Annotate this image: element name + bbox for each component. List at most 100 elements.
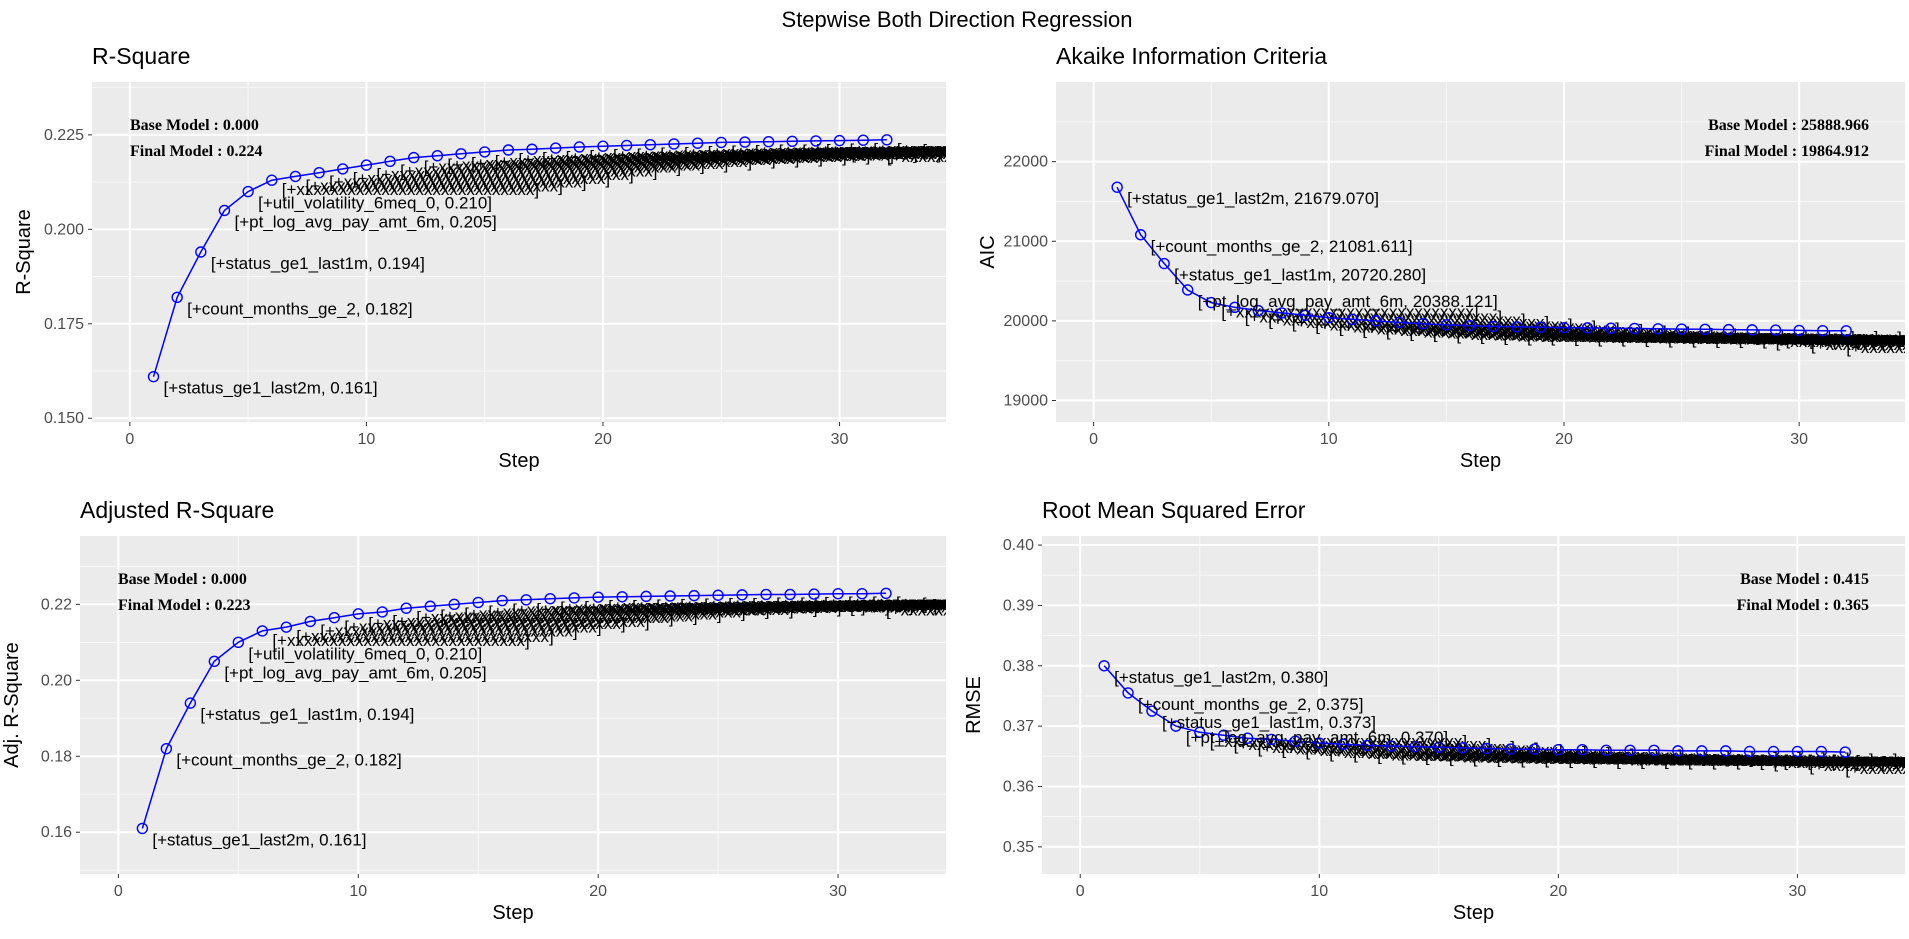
data-point: [1743, 745, 1756, 758]
model-info-text: Base Model : 0.000: [130, 117, 259, 134]
data-point: [1746, 324, 1758, 336]
data-point: [1182, 284, 1194, 296]
x-axis-label: Step: [1453, 902, 1494, 924]
data-point: [1158, 257, 1170, 270]
step-label-overlap: [+xxxxxxxxxxxxxxxxxxxxxx]: [1776, 332, 1909, 351]
panel-title: Root Mean Squared Error: [1042, 497, 1306, 523]
y-tick-label: 0.38: [1003, 658, 1034, 675]
data-point: [784, 588, 796, 601]
step-label-overlap: [+xxxxxxxxxxxxxxxxxxxxxxxxxxxx]: [776, 594, 1033, 613]
data-point: [1558, 321, 1570, 334]
data-point: [352, 608, 364, 620]
data-point: [592, 591, 604, 603]
step-label: [+status_ge1_last2m, 21679.070]: [1127, 189, 1379, 208]
data-point: [496, 594, 508, 607]
step-label-overlap: [+xxxxxxxxxxxxxxxxxxxxxxxxxxxx]: [1855, 752, 1909, 771]
step-label-overlap: [+xxxxxxxxxxxxxxxxxxxxxxxxxxxx]: [637, 145, 894, 164]
data-point: [1581, 322, 1594, 334]
step-label-overlap: [+xxxxxxxxxxxxxxxxxxxxxxxxxxxx]: [589, 147, 846, 166]
step-label: [+util_volatility_6meq_0, 0.210]: [248, 644, 482, 663]
y-tick-label: 0.37: [1003, 718, 1034, 735]
x-axis-label: Step: [498, 450, 539, 472]
data-point: [712, 589, 724, 601]
step-label: [+status_ge1_last2m, 0.380]: [1114, 668, 1328, 687]
plot-background: [1042, 536, 1905, 874]
y-tick-label: 0.22: [41, 596, 72, 613]
data-point: [832, 588, 844, 600]
data-point: [1600, 744, 1612, 756]
data-point: [1767, 745, 1780, 758]
data-point: [640, 590, 652, 603]
step-label-overlap: [+xxxxxxxxxxxxxxxxxxxxxx]: [816, 141, 1022, 160]
step-label: [+status_ge1_last1m, 0.194]: [200, 705, 414, 724]
y-tick-label: 21000: [1004, 233, 1049, 250]
data-point: [1628, 322, 1641, 335]
step-label-overlap: [+xxxxxxxxxxxxxxxxxxxxxxxxxxxx]: [1712, 751, 1909, 770]
data-point: [1409, 740, 1421, 753]
data-point: [1769, 324, 1782, 336]
data-layer: [+xxxxxxxxxxxxxxxxxxxxxxxxxxxx][+xxxxxxx…: [147, 134, 1128, 398]
data-point: [1791, 745, 1804, 758]
step-label-overlap: [+xxxxxxxxxxxxxxxxxxxxxxxxxxxx]: [296, 627, 553, 646]
data-point: [1433, 741, 1445, 753]
y-tick-label: 0.35: [1003, 839, 1034, 856]
data-point: [184, 697, 197, 709]
step-label: [+pt_log_avg_pay_amt_6m, 20388.121]: [1198, 292, 1498, 311]
plot-background: [80, 536, 946, 874]
data-point: [736, 589, 748, 601]
step-label-overlap: [+xxxxxxxxxxxxxxxxxxxxxx]: [1809, 756, 1909, 775]
x-tick-label: 0: [114, 883, 123, 900]
data-point: [1504, 743, 1517, 755]
step-label-overlap: [+xxxxxxxxxxxxxxxxxxxxxxxxxxxx]: [848, 594, 1105, 613]
data-point: [1299, 309, 1311, 322]
data-point: [136, 822, 149, 835]
y-tick-label: 22000: [1004, 154, 1049, 171]
step-label-overlap: [+xxxxxxxxxxxxxxxxxxxxxxxxxxxx]: [376, 165, 633, 184]
data-point: [1672, 745, 1684, 757]
step-label-overlap: [+xxxxxxxxxxxxxxxxxxxxxxxxxxxx]: [1856, 331, 1909, 350]
data-point: [1840, 325, 1852, 337]
data-point: [1170, 720, 1182, 732]
step-label-overlap: [+xxxxxxxxxxxxxxxxxxxxxxxxxxxx]: [1809, 330, 1909, 349]
data-point: [1194, 726, 1206, 738]
data-point: [1313, 737, 1326, 749]
data-point: [1205, 296, 1217, 309]
data-point: [1552, 743, 1565, 756]
step-label-overlap: [+xxxxxxxxxxxxxxxxxxxxxxxxxxxx]: [608, 597, 865, 616]
data-point: [1337, 738, 1349, 750]
data-point: [1346, 313, 1359, 325]
step-label-overlap: [+xxxxxxxxxxxxxxxxxxxxxx]: [1774, 753, 1909, 772]
data-point: [520, 594, 532, 606]
step-label-overlap: [+xxxxxxxxxxxxxxxxxxxxxxxxxxxx]: [728, 595, 985, 614]
data-point: [1605, 322, 1617, 334]
data-point: [715, 136, 727, 149]
x-axis-label: Step: [492, 902, 533, 924]
step-label: [+pt_log_avg_pay_amt_6m, 0.205]: [224, 663, 486, 682]
data-point: [424, 600, 436, 612]
step-label-overlap: [+xxxxxxxxxxxxxxxxxxxxxxxxxxxx]: [518, 150, 775, 169]
data-point: [337, 163, 349, 175]
plot-background: [92, 82, 946, 422]
data-point: [232, 636, 245, 649]
x-tick-label: 10: [358, 431, 376, 448]
step-label-overlap: [+xxxxxxxxxxxxxxxxxxxxxxxxxxxx]: [755, 142, 1012, 161]
step-label-overlap: [+xxxxxxxxxxxxxxxxxxxxxx]: [851, 144, 1057, 163]
step-label-overlap: [+xxxxxxxxxxxxxxxxxxxxxx]: [886, 600, 1092, 619]
data-point: [408, 151, 420, 164]
step-label: [+count_months_ge_2, 0.375]: [1138, 695, 1363, 714]
chart-panel-1: 0 10 20 30 0.150 0.175 0.200 0.225 R-Square Step R…: [13, 43, 1128, 472]
step-label-overlap: [+xxxxxxxxxxxxxxxxxxxxxxxxxxxx]: [824, 594, 1081, 613]
x-tick-label: 20: [1549, 883, 1567, 900]
step-label-overlap: [+xxxxxxxxxxxxxxxxxxxxxxxxxxxx]: [826, 141, 1083, 160]
data-point: [1480, 742, 1493, 755]
step-label-overlap: [+xxxxxxxxxxxxxxxxxxxxxx]: [922, 141, 1128, 160]
step-label-overlap: [+xxxxxxxxxxxxxxxxxxxxxxxxxxxx]: [1736, 751, 1909, 770]
data-point: [218, 204, 231, 217]
chart-panel-3: 0 10 20 30 0.16 0.18 0.20 0.22 Adjusted R-Square…: [1, 497, 1105, 924]
step-label-overlap: [+xxxxxxxxxxxxxxxxxxxxxx]: [1845, 759, 1909, 778]
x-tick-label: 10: [349, 883, 367, 900]
y-tick-label: 0.39: [1003, 597, 1034, 614]
data-point: [1241, 732, 1254, 744]
step-label-overlap: [+xxxxxxxxxxxxxxxxxxxxxxxxxxxx]: [566, 148, 823, 167]
data-point: [1534, 321, 1547, 333]
